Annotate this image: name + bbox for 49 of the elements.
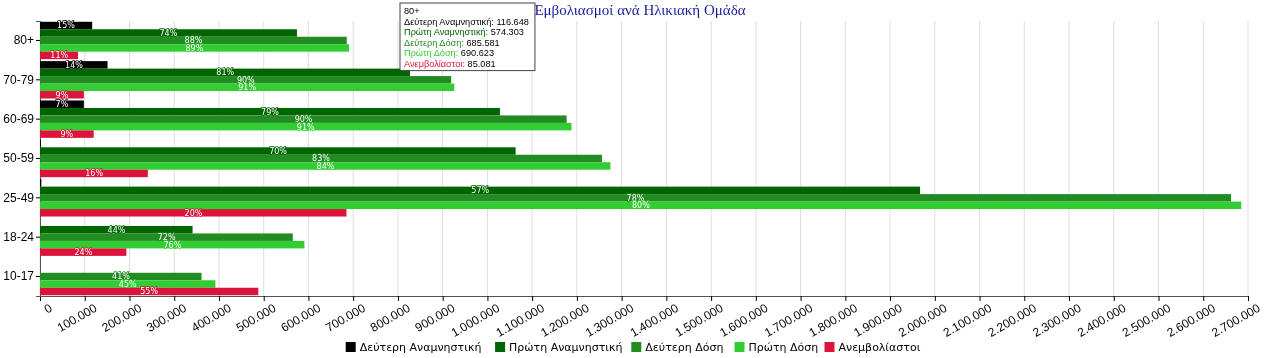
annotation: 91% <box>238 83 257 93</box>
annotation: 91% <box>296 122 316 132</box>
annotation: Πρώτη Αναμνηστική: 574.303 <box>404 27 524 38</box>
annotation: Πρώτη Δόση: 690.623 <box>404 48 495 59</box>
annotation: 76% <box>163 240 182 250</box>
annotation: Δεύτερη Δόση: 685.581 <box>404 37 500 48</box>
annotation: 44% <box>107 225 126 235</box>
annotation: 7% <box>55 100 69 110</box>
annotation: 88% <box>184 36 203 46</box>
annotation: 72% <box>157 233 176 243</box>
y-tick-label: 80+ <box>13 33 34 48</box>
annotation: 55% <box>140 287 159 297</box>
annotation: 57% <box>471 186 490 196</box>
chart-title: Εμβολιασμοί ανά Ηλικιακή Ομάδα <box>534 2 746 18</box>
annotation: 83% <box>312 154 331 164</box>
annotation: 11% <box>50 51 69 61</box>
annotation: 80% <box>631 201 651 211</box>
annotation: 20% <box>184 208 203 218</box>
annotation: Δεύτερη Αναμνηστική: 116.648 <box>404 16 529 27</box>
annotation: 89% <box>185 43 204 53</box>
annotation: 78% <box>626 193 645 203</box>
annotation: 45% <box>118 279 137 289</box>
legend-label: Δεύτερη Αναμνηστική <box>359 341 482 354</box>
y-tick-label: 60-69 <box>3 112 35 126</box>
y-tick-label: 10-17 <box>3 269 35 284</box>
annotation: 24% <box>74 248 93 258</box>
legend-label: Πρώτη Δόση <box>748 341 819 354</box>
legend-label: Ανεμβολίαστοι <box>838 341 921 354</box>
annotation: 81% <box>216 68 235 78</box>
y-tick-label: 18-24 <box>3 230 35 245</box>
annotation: 70% <box>269 146 288 156</box>
annotation: 14% <box>65 60 84 70</box>
annotation: 90% <box>236 75 256 85</box>
text: 80+ <box>404 6 420 16</box>
legend-label: Πρώτη Αναμνηστική <box>509 341 623 354</box>
annotation: 79% <box>261 107 280 117</box>
x-tick-label: 0 <box>41 300 55 317</box>
annotation: 9% <box>60 130 74 140</box>
annotation: 74% <box>159 28 178 38</box>
annotation: 84% <box>316 161 335 171</box>
annotation: 90% <box>294 115 313 125</box>
y-tick-label: 50-59 <box>3 151 35 166</box>
annotation: 41% <box>112 272 131 282</box>
annotation: 16% <box>85 169 104 179</box>
legend-label: Δεύτερη Δόση <box>645 341 724 354</box>
y-tick-label: 70-79 <box>3 72 35 87</box>
annotation: 9% <box>55 90 69 100</box>
annotation: Ανεμβολίαστοι: 85.081 <box>404 59 496 69</box>
y-tick-label: 25-49 <box>3 190 35 205</box>
